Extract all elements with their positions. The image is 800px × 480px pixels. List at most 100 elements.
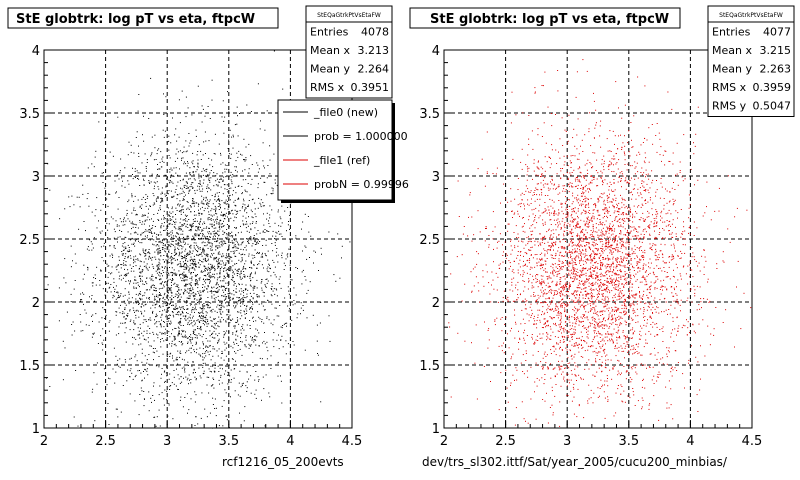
scatter-point (198, 229, 200, 231)
scatter-point (239, 370, 241, 372)
scatter-point (151, 218, 152, 220)
scatter-point (208, 376, 210, 378)
scatter-point (179, 266, 181, 268)
scatter-point (166, 307, 168, 309)
scatter-point (228, 268, 230, 270)
scatter-point (164, 267, 165, 269)
scatter-point (240, 293, 242, 295)
scatter-point (180, 252, 182, 254)
scatter-point (231, 298, 233, 300)
scatter-point (115, 266, 117, 268)
scatter-point (241, 260, 243, 262)
scatter-point (203, 249, 205, 251)
scatter-point (134, 376, 136, 378)
scatter-point (136, 131, 138, 133)
scatter-point (169, 323, 171, 324)
scatter-point (143, 405, 145, 407)
scatter-point (587, 216, 589, 218)
scatter-point (551, 318, 553, 320)
scatter-point (218, 222, 220, 224)
scatter-point (588, 278, 590, 280)
scatter-point (133, 258, 135, 260)
scatter-point (215, 249, 217, 251)
scatter-point (300, 313, 301, 315)
scatter-point (506, 254, 508, 256)
scatter-point (519, 203, 521, 205)
scatter-point (199, 248, 201, 250)
scatter-point (576, 235, 578, 237)
scatter-point (486, 171, 488, 173)
scatter-point (227, 311, 229, 313)
scatter-point (207, 258, 209, 260)
scatter-point (243, 311, 245, 313)
scatter-point (228, 205, 230, 207)
scatter-point (145, 267, 147, 269)
scatter-point (657, 278, 659, 280)
scatter-point (131, 372, 133, 374)
scatter-point (679, 273, 681, 275)
scatter-point (167, 415, 169, 417)
scatter-point (180, 318, 182, 320)
scatter-point (215, 175, 217, 177)
scatter-point (83, 293, 85, 295)
scatter-point (135, 287, 137, 289)
scatter-point (202, 290, 204, 292)
scatter-point (308, 231, 310, 233)
scatter-point (141, 275, 143, 277)
scatter-point (192, 292, 194, 294)
scatter-point (155, 303, 157, 305)
scatter-point (235, 247, 237, 249)
scatter-point (232, 279, 234, 281)
scatter-point (646, 367, 647, 369)
scatter-point (221, 116, 223, 118)
scatter-point (202, 233, 204, 235)
scatter-point (178, 314, 180, 316)
scatter-point (215, 212, 217, 214)
scatter-point (95, 313, 97, 315)
scatter-point (232, 298, 234, 300)
scatter-point (256, 294, 258, 296)
scatter-point (205, 227, 207, 229)
scatter-point (195, 306, 196, 308)
scatter-point (651, 208, 653, 210)
scatter-point (197, 280, 199, 282)
scatter-point (223, 202, 225, 204)
scatter-point (191, 252, 193, 254)
scatter-point (195, 394, 197, 396)
scatter-point (226, 305, 228, 307)
scatter-point (195, 416, 197, 418)
scatter-point (177, 388, 179, 390)
scatter-point (153, 289, 155, 291)
scatter-point (185, 319, 187, 321)
scatter-point (171, 267, 173, 269)
scatter-point (233, 242, 235, 244)
scatter-point (209, 335, 211, 337)
scatter-point (263, 309, 265, 311)
scatter-point (226, 330, 228, 332)
scatter-point (197, 423, 199, 425)
scatter-point (203, 280, 205, 282)
scatter-point (202, 250, 204, 252)
scatter-point (175, 328, 177, 329)
y-tick-label: 3.5 (19, 107, 40, 122)
scatter-point (198, 300, 200, 302)
scatter-point (640, 308, 642, 310)
scatter-point (155, 258, 157, 260)
scatter-point (200, 218, 202, 220)
scatter-point (211, 334, 212, 335)
scatter-point (58, 320, 60, 322)
scatter-point (242, 382, 244, 384)
scatter-point (167, 260, 169, 262)
scatter-point (179, 263, 181, 265)
scatter-point (190, 211, 192, 213)
scatter-point (191, 309, 193, 311)
scatter-point (158, 168, 160, 170)
scatter-point (190, 228, 192, 230)
scatter-point (179, 200, 181, 202)
scatter-point (197, 319, 199, 321)
scatter-point (632, 366, 634, 367)
scatter-point (236, 330, 238, 332)
scatter-point (49, 189, 51, 191)
scatter-point (235, 160, 237, 162)
scatter-point (134, 276, 136, 278)
